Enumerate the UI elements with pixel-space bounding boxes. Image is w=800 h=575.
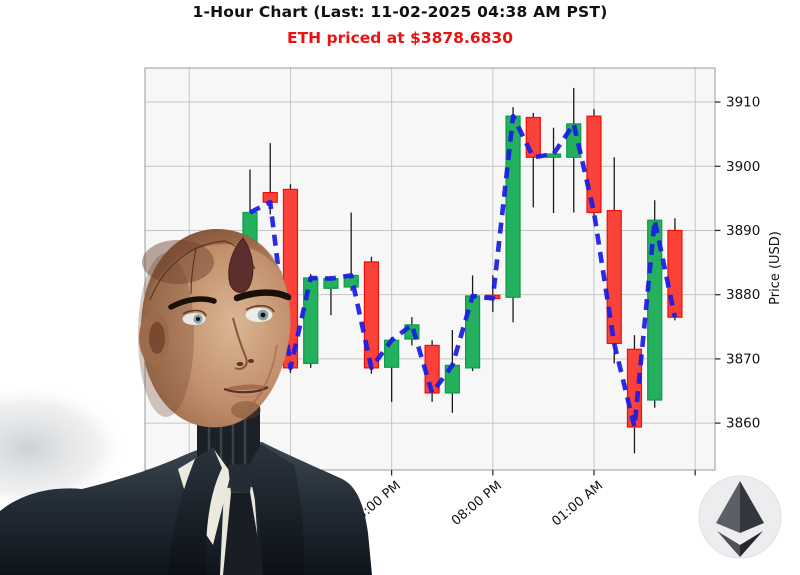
nose <box>232 317 248 370</box>
candle-down <box>606 209 622 345</box>
x-tick-label: 08:00 PM <box>449 478 505 528</box>
pupil-right <box>260 312 266 318</box>
candle-up <box>505 115 521 298</box>
eyebrow-right <box>233 289 292 302</box>
chart-subtitle: ETH priced at $3878.6830 <box>287 29 513 47</box>
candle-up <box>464 295 481 369</box>
eth-bottom-right-facet <box>740 531 763 557</box>
mouth-line <box>223 386 269 394</box>
close-price-line <box>248 113 678 430</box>
eth-top-right-facet <box>740 481 764 533</box>
neck-ridges <box>207 414 247 469</box>
robot-head <box>140 228 291 428</box>
y-tick-label: 3880 <box>726 287 760 303</box>
plot-frame <box>144 67 716 471</box>
eth-top-left-facet <box>716 481 740 533</box>
nostril-2 <box>248 359 254 363</box>
cheek-contour <box>248 344 278 408</box>
y-axis-title: Price (USD) <box>768 231 783 305</box>
forehead-patch <box>228 237 254 293</box>
pupil-left <box>196 317 200 321</box>
y-tick-label: 3860 <box>726 416 760 432</box>
close-line-path <box>248 113 678 430</box>
candle-up <box>545 153 562 158</box>
y-tick-label: 3870 <box>726 351 760 367</box>
upper-lip <box>224 384 268 391</box>
y-tick-label: 3900 <box>726 159 760 175</box>
robot-analyst-figure <box>0 228 372 575</box>
chin-stubble <box>231 401 261 419</box>
scalp-panel <box>142 228 290 318</box>
eyebrow-left <box>168 296 217 310</box>
nostril <box>236 362 244 366</box>
tie-knot <box>228 463 254 493</box>
candle-down <box>363 261 380 369</box>
ethereum-logo-icon <box>698 475 782 559</box>
y-tick-label: 3890 <box>726 223 760 239</box>
y-tick-label: 3910 <box>726 95 760 111</box>
eyelid-lines <box>182 305 275 317</box>
figure-shadow <box>0 384 128 512</box>
x-tick-label: 01:00 AM <box>549 478 606 529</box>
lapel-left <box>168 447 222 575</box>
lower-lip <box>228 390 266 399</box>
tie-body <box>223 492 264 575</box>
chart-title: 1-Hour Chart (Last: 11-02-2025 04:38 AM … <box>192 3 608 21</box>
eth-bottom-left-facet <box>717 531 740 557</box>
ear-inner <box>149 322 165 354</box>
lapel-right <box>247 444 305 575</box>
